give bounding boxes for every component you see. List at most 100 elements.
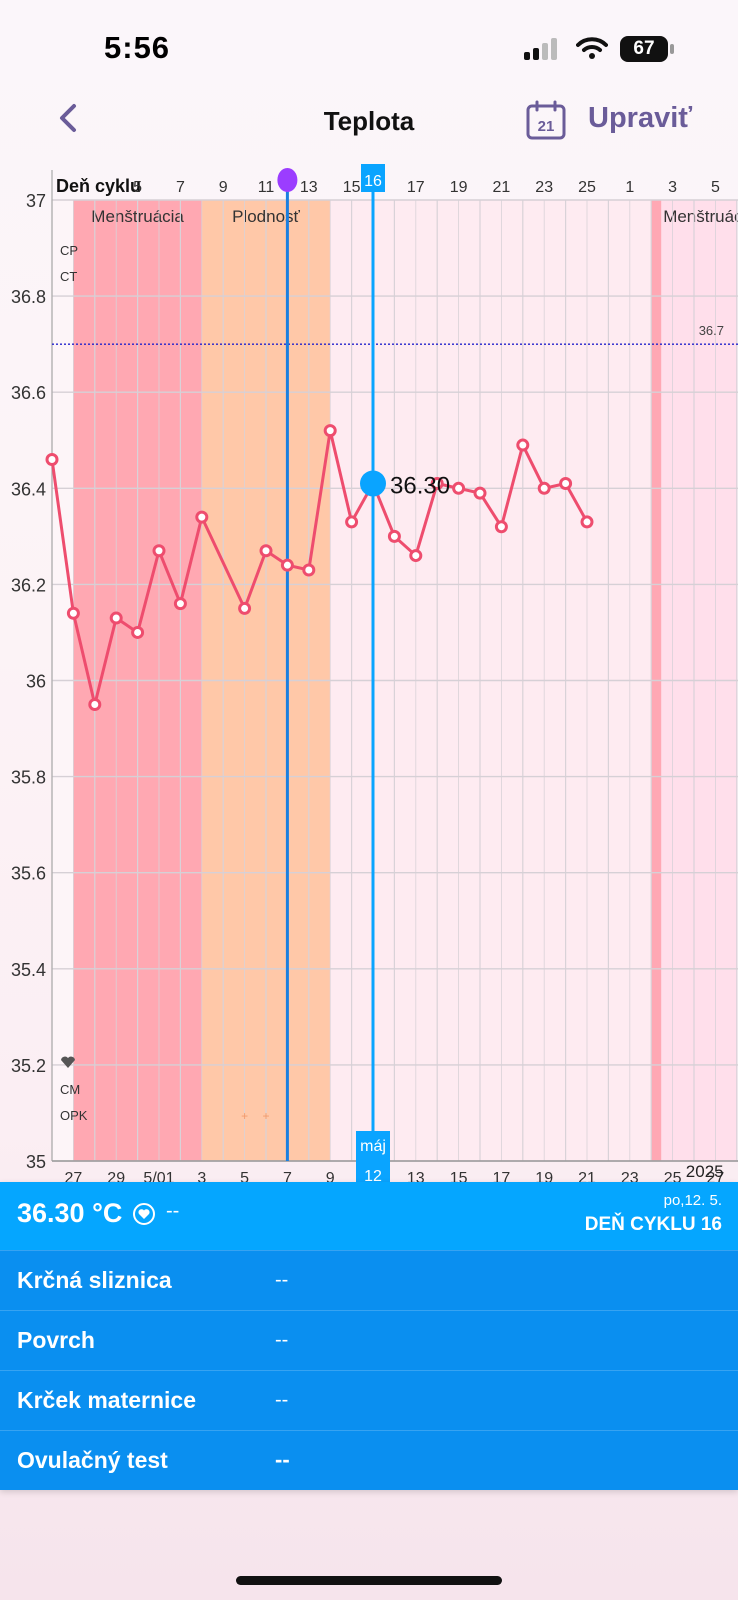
bottom-date-label: 27 (707, 1170, 725, 1182)
top-day-label: 13 (300, 179, 318, 196)
home-indicator[interactable] (236, 1576, 502, 1585)
bottom-date-label: 23 (621, 1170, 639, 1182)
data-point[interactable] (238, 601, 252, 615)
selected-day-badge (361, 164, 385, 192)
data-point[interactable] (580, 515, 594, 529)
back-icon[interactable] (50, 98, 90, 138)
data-point[interactable] (494, 520, 508, 534)
data-point[interactable] (516, 438, 530, 452)
clock: 5:56 (104, 30, 171, 65)
y-tick-label: 36.6 (11, 383, 46, 403)
top-day-label: 17 (407, 179, 425, 196)
bottom-date-label: 25 (664, 1170, 682, 1182)
data-point[interactable] (173, 597, 187, 611)
cycle-day-label: DEŇ CYKLU 16 (584, 1214, 722, 1235)
coverline-label: 36.7 (699, 323, 724, 338)
data-point[interactable] (430, 476, 444, 490)
row-cervix[interactable]: Krček maternice -- (0, 1370, 738, 1431)
data-point[interactable] (323, 424, 337, 438)
top-day-label: 21 (493, 179, 511, 196)
row-value: -- (275, 1389, 289, 1411)
row-label: Krčná sliznica (17, 1267, 172, 1293)
edit-button[interactable]: Upraviť (588, 102, 693, 134)
row-ovulation-test[interactable]: Ovulačný test -- (0, 1430, 738, 1491)
data-point[interactable] (88, 698, 102, 712)
data-point[interactable] (152, 544, 166, 558)
calendar-icon[interactable]: 21 (526, 100, 566, 140)
top-day-label: 3 (668, 179, 677, 196)
nav-bar: Teplota 21 Upraviť (0, 92, 738, 152)
top-day-label: 7 (176, 179, 185, 196)
details-header[interactable]: 36.30 °C -- po,12. 5. DEŇ CYKLU 16 (0, 1182, 738, 1250)
period-label: Menštruácia (663, 207, 738, 226)
temperature-chart[interactable]: MenštruáciaPlodnosťMenštruácia3535.235.4… (0, 160, 738, 1182)
details-panel: 36.30 °C -- po,12. 5. DEŇ CYKLU 16 Krčná… (0, 1182, 738, 1490)
selected-value-label: 36.30 (390, 472, 450, 499)
y-tick-label: 37 (26, 191, 46, 211)
row-value: -- (275, 1329, 289, 1351)
data-point[interactable] (537, 481, 551, 495)
data-point[interactable] (259, 544, 273, 558)
x-axis-title: Deň cyklu (56, 176, 141, 196)
calendar-day: 21 (538, 118, 555, 135)
data-point[interactable] (302, 563, 316, 577)
data-point[interactable] (131, 625, 145, 639)
battery-tip (670, 44, 674, 54)
top-day-label: 11 (258, 179, 275, 196)
row-label-cm: CM (60, 1082, 80, 1097)
bottom-date-label: 27 (65, 1170, 83, 1182)
data-point[interactable] (109, 611, 123, 625)
bottom-date-label: 5/01 (143, 1170, 174, 1182)
row-value: -- (275, 1447, 290, 1472)
y-tick-label: 35.4 (11, 960, 46, 980)
battery-icon: 67 (620, 36, 668, 62)
top-day-label: 1 (625, 179, 634, 196)
top-day-label: 9 (219, 179, 228, 196)
y-tick-label: 35.2 (11, 1056, 46, 1076)
data-point[interactable] (387, 529, 401, 543)
selected-date: po,12. 5. (663, 1192, 722, 1209)
selected-point[interactable] (360, 470, 386, 497)
selected-date-badge (356, 1131, 390, 1182)
row-label-ct: CT (60, 269, 77, 284)
top-day-label: 23 (535, 179, 553, 196)
heart-icon (133, 1203, 155, 1225)
row-label-cp: CP (60, 243, 78, 258)
row-label: Povrch (17, 1327, 95, 1353)
y-tick-label: 36.4 (11, 479, 46, 499)
y-tick-label: 35.8 (11, 768, 46, 788)
top-day-label: 5 (711, 179, 720, 196)
bottom-date-label: 5 (240, 1170, 249, 1182)
bottom-date-label: 7 (283, 1170, 292, 1182)
row-label: Krček maternice (17, 1387, 196, 1413)
bottom-date-label: 15 (450, 1170, 468, 1182)
row-value: -- (275, 1269, 289, 1291)
data-point[interactable] (45, 452, 59, 466)
data-point[interactable] (280, 558, 294, 572)
data-point[interactable] (452, 481, 466, 495)
ovulation-marker[interactable] (277, 168, 298, 192)
year-label: 2025 (686, 1162, 724, 1181)
y-tick-label: 35 (26, 1152, 46, 1172)
row-cervical-mucus[interactable]: Krčná sliznica -- (0, 1250, 738, 1311)
month-label: máj (360, 1138, 386, 1155)
bottom-date-label: 17 (493, 1170, 511, 1182)
top-day-label: 5 (133, 179, 142, 196)
status-bar: 5:56 67 (0, 0, 738, 90)
row-surface[interactable]: Povrch -- (0, 1310, 738, 1371)
page-title: Teplota (323, 106, 415, 136)
bottom-date-label: 13 (407, 1170, 425, 1182)
signal-icon (524, 38, 557, 60)
bottom-date-label: 9 (326, 1170, 335, 1182)
data-point[interactable] (195, 510, 209, 524)
data-point[interactable] (409, 549, 423, 563)
row-label-opk: OPK (60, 1108, 88, 1123)
opk-marker: + (262, 1109, 269, 1123)
top-day-label: 15 (343, 179, 361, 196)
data-point[interactable] (559, 476, 573, 490)
y-tick-label: 36.8 (11, 287, 46, 307)
data-point[interactable] (345, 515, 359, 529)
data-point[interactable] (66, 606, 80, 620)
data-point[interactable] (473, 486, 487, 500)
y-tick-label: 36.2 (11, 575, 46, 595)
